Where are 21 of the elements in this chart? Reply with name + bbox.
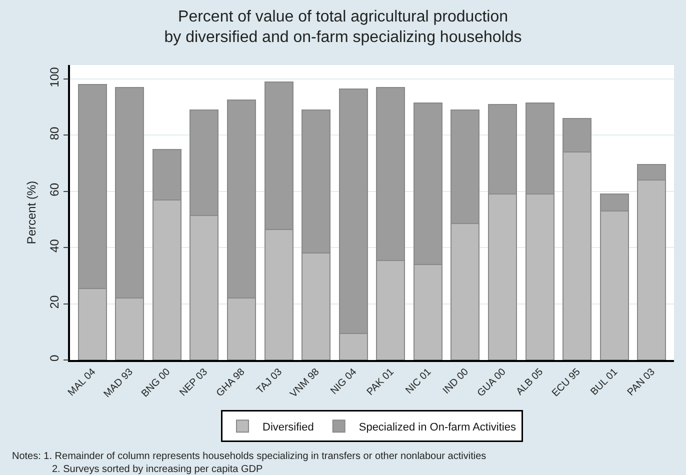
x-tick-label: IND 00 (441, 366, 472, 396)
x-tick-label: ALB 05 (514, 366, 546, 398)
x-tick-label: BUL 01 (588, 366, 620, 398)
y-tick-label: 60 (47, 182, 62, 196)
chart-title: Percent of value of total agricultural production by diversified and on-farm specializing households (164, 8, 522, 46)
x-tick-label: GHA 98 (214, 366, 248, 400)
x-tick-label: TAJ 03 (254, 366, 285, 396)
y-tick-label: 40 (47, 238, 62, 252)
x-tick-label: NIG 04 (328, 366, 360, 397)
x-tick-label: NIC 01 (404, 366, 434, 396)
y-axis-title: Percent (%) (24, 180, 38, 244)
y-tick-label: 80 (47, 126, 62, 140)
x-tick-label: MAL 04 (66, 366, 98, 399)
x-tick-label: GUA 00 (476, 366, 508, 400)
text: 2. Surveys sorted by increasing per capita GDP (52, 464, 263, 475)
text: Notes: 1. Remainder of column represents households specializing in transfers or other nonlabour activities (12, 451, 486, 462)
legend-label: Diversified (262, 421, 314, 434)
legend-label: Specialized in On-farm Activities (358, 421, 516, 434)
y-tick-label: 100 (47, 66, 62, 88)
y-tick-label: 20 (47, 295, 62, 309)
y-tick-label: 0 (47, 354, 62, 362)
